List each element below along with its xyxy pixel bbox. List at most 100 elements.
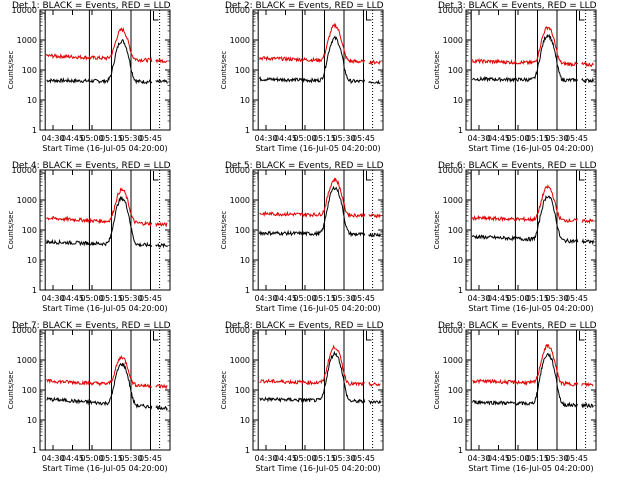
y-axis-label: Counts/sec	[7, 211, 15, 250]
x-axis-label: Start Time (16-Jul-05 04:20:00)	[42, 144, 167, 153]
y-tick-label: 10000	[12, 166, 37, 175]
bracket-marker	[153, 171, 159, 181]
bracket-marker	[579, 11, 585, 21]
y-tick-label: 1	[32, 446, 37, 455]
series-line-red	[46, 187, 168, 228]
x-tick-label: 04:45	[487, 294, 510, 303]
series-line-black	[46, 38, 168, 85]
x-tick-label: 05:30	[332, 294, 355, 303]
y-tick-label: 10000	[438, 326, 463, 335]
x-tick-label: 05:30	[545, 454, 568, 463]
x-tick-label: 05:00	[80, 294, 103, 303]
x-tick-label: 05:00	[293, 454, 316, 463]
x-tick-label: 05:15	[313, 454, 336, 463]
y-axis-label: Counts/sec	[220, 371, 228, 410]
y-tick-label: 10	[453, 416, 463, 425]
series-line-black	[46, 362, 168, 411]
x-tick-label: 05:30	[332, 134, 355, 143]
bracket-marker	[41, 12, 46, 20]
detector-panel-4: Det 4: BLACK = Events, RED = LLD 1 10 100 10…	[7, 161, 171, 313]
x-tick-label: 05:30	[119, 454, 142, 463]
y-axis-label: Counts/sec	[433, 51, 441, 90]
bracket-marker	[366, 171, 372, 181]
x-tick-label: 05:00	[80, 134, 103, 143]
x-tick-label: 05:00	[80, 454, 103, 463]
x-axis-label: Start Time (16-Jul-05 04:20:00)	[42, 464, 167, 473]
y-tick-label: 100	[448, 66, 463, 75]
y-tick-label: 1000	[17, 196, 37, 205]
y-tick-label: 1000	[17, 356, 37, 365]
x-tick-label: 05:15	[100, 454, 123, 463]
series-line-red	[472, 26, 594, 68]
y-tick-label: 100	[235, 226, 250, 235]
x-tick-label: 04:45	[274, 134, 297, 143]
detector-panel-5: Det 5: BLACK = Events, RED = LLD 1 10 100 10…	[220, 161, 384, 313]
x-tick-label: 05:15	[313, 134, 336, 143]
bracket-marker	[366, 11, 372, 21]
y-tick-label: 100	[235, 386, 250, 395]
x-tick-label: 05:45	[139, 454, 162, 463]
x-tick-label: 05:45	[565, 454, 588, 463]
y-tick-label: 100	[448, 226, 463, 235]
x-tick-label: 04:30	[41, 294, 64, 303]
x-tick-label: 05:00	[506, 454, 529, 463]
y-tick-label: 100	[22, 66, 37, 75]
x-tick-label: 04:30	[41, 454, 64, 463]
x-tick-label: 05:45	[352, 454, 375, 463]
y-tick-label: 10	[240, 96, 250, 105]
panel-title: Det 8: BLACK = Events, RED = LLD	[225, 321, 384, 331]
series-line-black	[259, 185, 381, 238]
x-tick-label: 05:30	[119, 134, 142, 143]
y-tick-label: 1000	[230, 196, 250, 205]
y-tick-label: 1000	[230, 356, 250, 365]
y-tick-label: 10	[27, 96, 37, 105]
y-tick-label: 10000	[225, 326, 250, 335]
x-tick-label: 04:30	[467, 134, 490, 143]
x-axis-label: Start Time (16-Jul-05 04:20:00)	[468, 464, 593, 473]
y-axis-label: Counts/sec	[220, 51, 228, 90]
detector-panel-6: Det 6: BLACK = Events, RED = LLD 1 10 100 10…	[433, 161, 597, 313]
y-tick-label: 10	[240, 416, 250, 425]
y-tick-label: 10	[453, 96, 463, 105]
y-tick-label: 1	[245, 446, 250, 455]
x-tick-label: 04:30	[467, 454, 490, 463]
y-tick-label: 1000	[443, 36, 463, 45]
bracket-marker	[153, 331, 159, 341]
bracket-marker	[41, 332, 46, 340]
x-tick-label: 04:30	[467, 294, 490, 303]
x-tick-label: 05:30	[545, 134, 568, 143]
y-axis-label: Counts/sec	[7, 371, 15, 410]
y-tick-label: 100	[22, 226, 37, 235]
x-axis-label: Start Time (16-Jul-05 04:20:00)	[468, 144, 593, 153]
y-tick-label: 10	[27, 256, 37, 265]
detector-panel-3: Det 3: BLACK = Events, RED = LLD 1 10 100 10…	[433, 1, 597, 153]
x-tick-label: 05:15	[526, 454, 549, 463]
x-tick-label: 05:45	[565, 134, 588, 143]
x-tick-label: 04:45	[274, 294, 297, 303]
x-tick-label: 05:45	[352, 134, 375, 143]
x-tick-label: 05:30	[332, 454, 355, 463]
y-tick-label: 1	[32, 286, 37, 295]
x-tick-label: 05:45	[139, 134, 162, 143]
y-tick-label: 1000	[443, 196, 463, 205]
series-line-red	[259, 22, 381, 66]
x-tick-label: 05:45	[139, 294, 162, 303]
x-tick-label: 05:00	[293, 294, 316, 303]
y-axis-label: Counts/sec	[220, 211, 228, 250]
bracket-marker	[467, 12, 472, 20]
x-tick-label: 04:45	[61, 294, 84, 303]
panel-title: Det 7: BLACK = Events, RED = LLD	[12, 321, 171, 331]
bracket-marker	[366, 331, 372, 341]
x-axis-label: Start Time (16-Jul-05 04:20:00)	[468, 304, 593, 313]
detector-panel-8: Det 8: BLACK = Events, RED = LLD 1 10 100 10…	[220, 321, 384, 473]
x-axis-label: Start Time (16-Jul-05 04:20:00)	[42, 304, 167, 313]
series-line-red	[472, 184, 594, 225]
y-tick-label: 1	[32, 126, 37, 135]
bracket-marker	[41, 172, 46, 180]
y-tick-label: 10	[27, 416, 37, 425]
panel-title: Det 6: BLACK = Events, RED = LLD	[438, 161, 597, 171]
bracket-marker	[467, 332, 472, 340]
series-line-red	[472, 343, 594, 388]
